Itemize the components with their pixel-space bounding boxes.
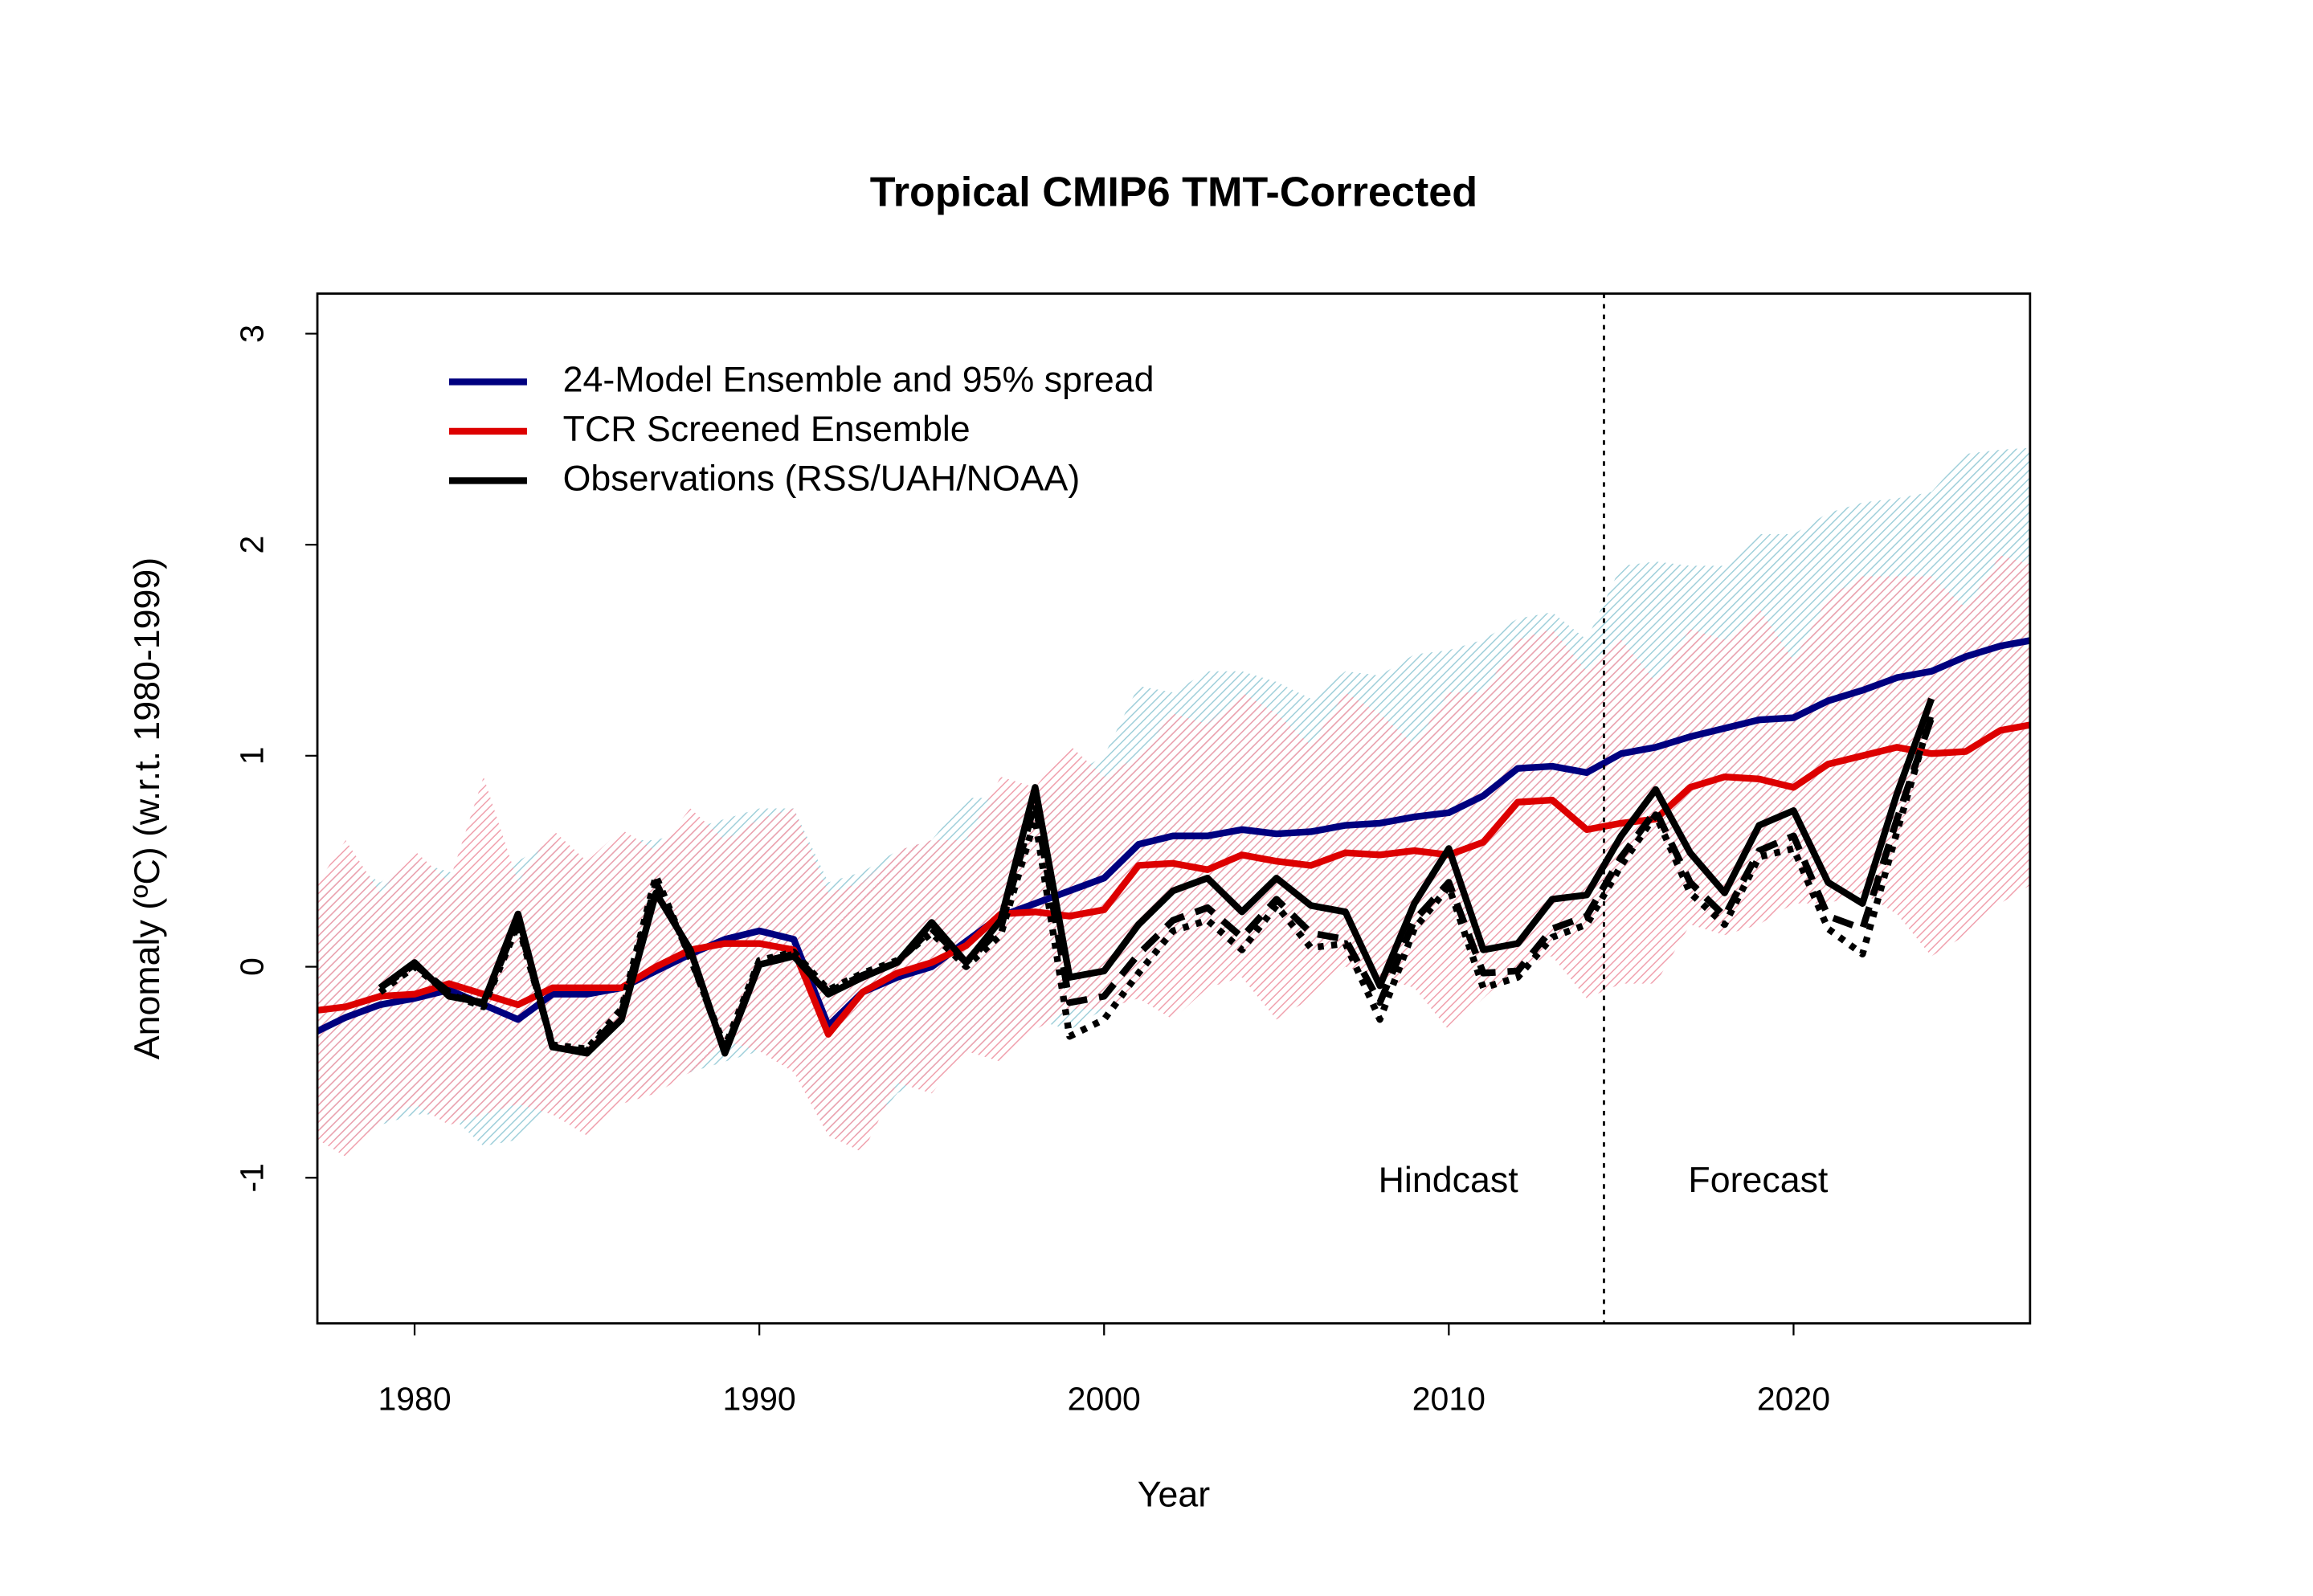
y-tick-label: 1 xyxy=(234,746,271,765)
x-tick-label: 2010 xyxy=(1412,1380,1485,1417)
legend-label: TCR Screened Ensemble xyxy=(563,410,971,449)
x-tick-label: 1980 xyxy=(378,1380,451,1417)
y-tick-label: 2 xyxy=(234,536,271,554)
observation-line xyxy=(378,712,1935,1053)
plot-area xyxy=(317,293,2030,1324)
legend-label: 24-Model Ensemble and 95% spread xyxy=(563,360,1154,399)
x-tick-label: 2020 xyxy=(1757,1380,1830,1417)
x-tick-label: 1990 xyxy=(723,1380,796,1417)
y-tick-label: 3 xyxy=(234,325,271,343)
y-tick-label: -1 xyxy=(234,1163,271,1192)
series-line xyxy=(317,721,2030,1038)
plot-frame xyxy=(316,292,2032,1325)
series-line xyxy=(317,637,2030,1035)
y-axis-label: Anomaly (ºC) (w.r.t. 1980-1999) xyxy=(128,557,167,1059)
axes: 1980 1990 2000 2010 2020 -1 0 1 2 3 Hindcast Foreca… xyxy=(234,325,1830,1417)
annotation: Hindcast xyxy=(1379,1161,1519,1200)
y-tick-label: 0 xyxy=(234,957,271,976)
x-axis-label: Year xyxy=(1138,1476,1210,1515)
chart-title: Tropical CMIP6 TMT-Corrected xyxy=(870,169,1477,215)
x-tick-label: 2000 xyxy=(1068,1380,1141,1417)
legend-label: Observations (RSS/UAH/NOAA) xyxy=(563,459,1081,498)
annotation: Forecast xyxy=(1688,1161,1829,1200)
observation-line xyxy=(378,697,1935,1057)
